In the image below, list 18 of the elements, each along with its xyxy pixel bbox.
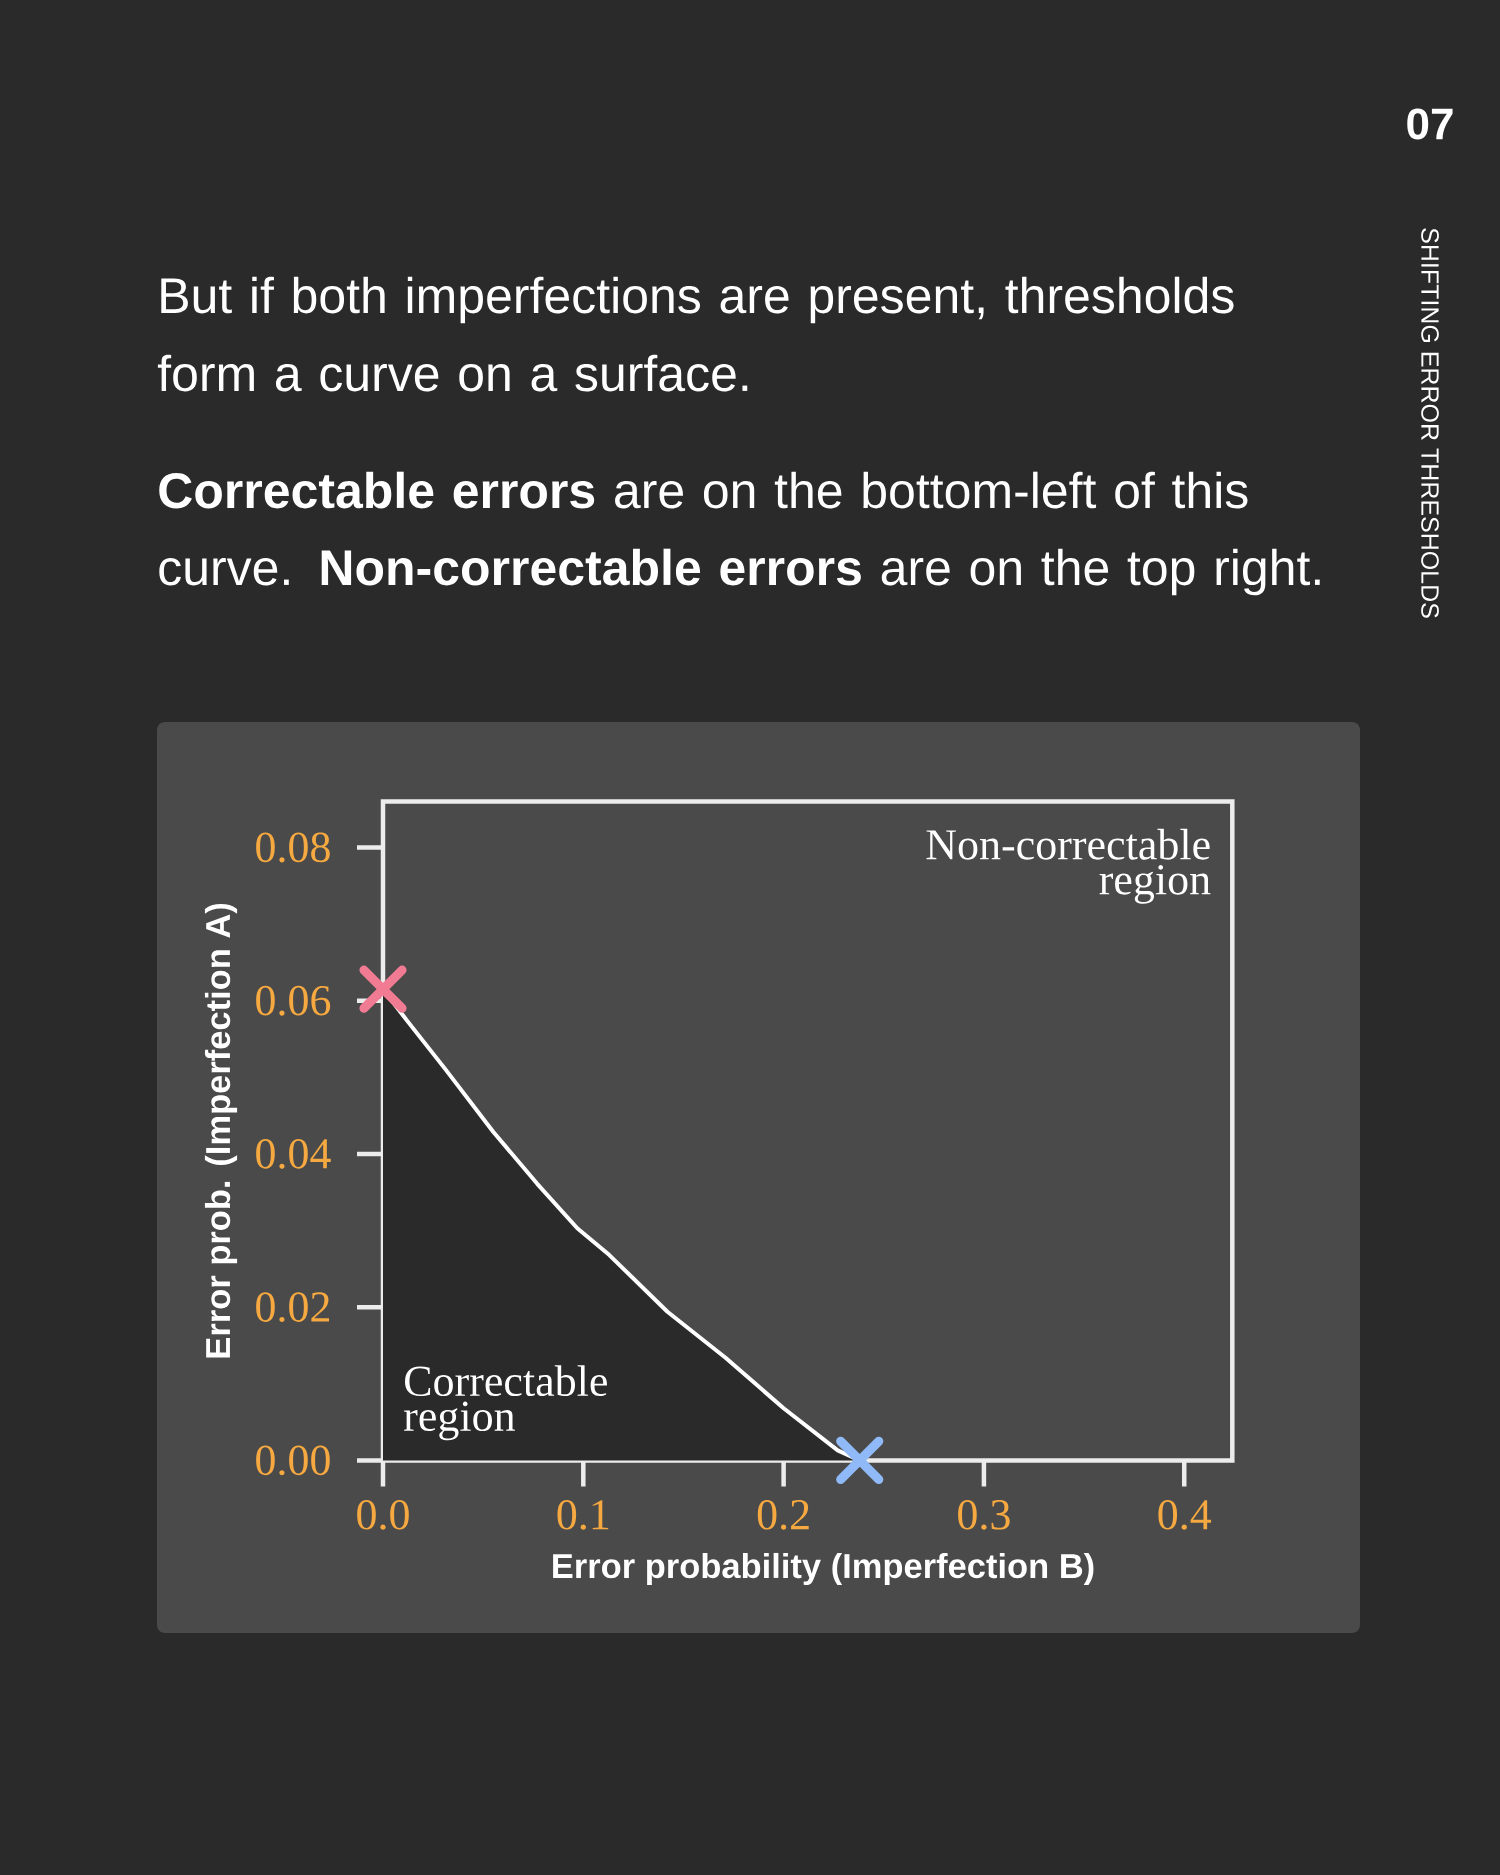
text: Correctable errors are on the bottom-left of this curve. Non-correctable errors are on the top right. (159, 471, 1320, 596)
y-tick-label: 0.08 (256, 832, 330, 863)
x-tick-label: 0.1 (557, 1499, 609, 1530)
y-tick-label: 0.06 (256, 985, 331, 1016)
x-tick-label: 0.4 (1158, 1499, 1212, 1530)
text: 07 (1407, 108, 1453, 140)
x-axis-title: Error probability (Imperfection B) (553, 1552, 1094, 1586)
y-tick-label: 0.00 (256, 1445, 330, 1476)
x-tick-label: 0.0 (357, 1499, 409, 1530)
x-tick-label: 0.3 (958, 1499, 1010, 1530)
x-tick-label: 0.2 (757, 1499, 809, 1530)
y-tick-label: 0.04 (256, 1139, 331, 1169)
chart-title: But if both imperfections are present, thresholds form a curve on a surface. (157, 276, 1234, 392)
y-axis-title: Error prob. (Imperfection A) (204, 903, 238, 1358)
y-tick-label: 0.02 (256, 1292, 330, 1323)
text: SHIFTING ERROR THRESHOLDS (1421, 228, 1439, 618)
annotation: Correctable region (404, 1365, 607, 1441)
annotation: Non-correctable region (926, 828, 1211, 904)
